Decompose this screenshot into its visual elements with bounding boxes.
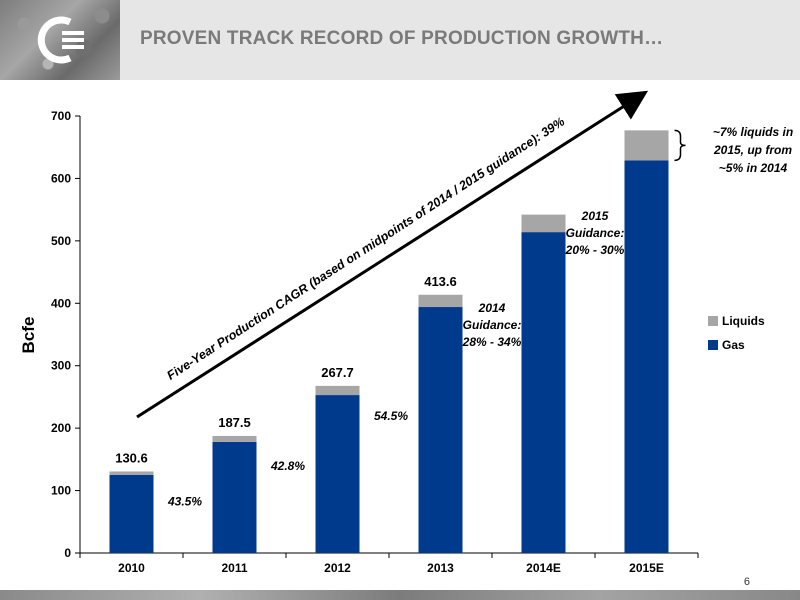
y-tick-label: 200 (51, 421, 71, 435)
x-tick-label: 2012 (324, 561, 351, 575)
legend-label-liquids: Liquids (722, 314, 765, 328)
y-tick-label: 400 (51, 296, 71, 310)
y-tick-label: 600 (51, 171, 71, 185)
company-logo (0, 0, 120, 80)
liquids-note-label: ~7% liquids in (713, 125, 793, 139)
legend-swatch-gas (708, 340, 718, 350)
bar-liquids (521, 214, 566, 233)
x-tick-label: 2014E (526, 561, 561, 575)
total-data-label: 267.7 (321, 365, 354, 380)
y-tick-label: 700 (51, 109, 71, 123)
x-tick-label: 2011 (221, 561, 247, 575)
guidance-2015-label: 20% - 30% (565, 243, 625, 257)
growth-label: 42.8% (270, 459, 305, 473)
bar-gas (521, 232, 566, 554)
x-tick-label: 2013 (427, 561, 454, 575)
total-data-label: 187.5 (218, 415, 251, 430)
y-tick-label: 300 (51, 359, 71, 373)
header-band: PROVEN TRACK RECORD OF PRODUCTION GROWTH… (0, 0, 800, 80)
y-tick-label: 500 (51, 234, 71, 248)
bar-gas (212, 441, 257, 553)
liquids-note-label: ~5% in 2014 (719, 161, 788, 175)
bar-gas (315, 395, 360, 553)
bar-gas (418, 307, 463, 553)
growth-label: 54.5% (374, 409, 408, 423)
growth-label: 43.5% (167, 494, 202, 508)
bar-liquids (624, 130, 669, 161)
x-tick-label: 2010 (118, 561, 145, 575)
y-tick-label: 0 (64, 546, 71, 560)
guidance-2014-label: 28% - 34% (462, 335, 522, 349)
cagr-arrow (136, 90, 649, 419)
logo-icon (37, 16, 84, 64)
liquids-brace (674, 129, 686, 162)
guidance-2015-label: Guidance: (566, 226, 625, 240)
y-axis-label: Bcfe (19, 317, 38, 354)
guidance-2014-label: Guidance: (463, 318, 522, 332)
bar-liquids (109, 471, 154, 475)
page-number: 6 (743, 576, 750, 588)
bar-liquids (418, 294, 463, 308)
guidance-2014-label: 2014 (478, 301, 506, 315)
page-title: PROVEN TRACK RECORD OF PRODUCTION GROWTH… (140, 28, 664, 49)
bar-liquids (315, 385, 360, 396)
bar-gas (624, 160, 669, 553)
y-tick-label: 100 (51, 484, 71, 498)
x-tick-label: 2015E (629, 561, 664, 575)
guidance-2015-label: 2015 (581, 209, 609, 223)
total-data-label: 413.6 (424, 274, 457, 289)
footer-texture (0, 590, 800, 600)
legend-label-gas: Gas (722, 338, 745, 352)
liquids-note-label: 2015, up from (713, 143, 792, 157)
total-data-label: 130.6 (115, 450, 148, 465)
bar-gas (109, 474, 154, 553)
legend-swatch-liquids (708, 316, 718, 326)
bar-liquids (212, 435, 257, 442)
